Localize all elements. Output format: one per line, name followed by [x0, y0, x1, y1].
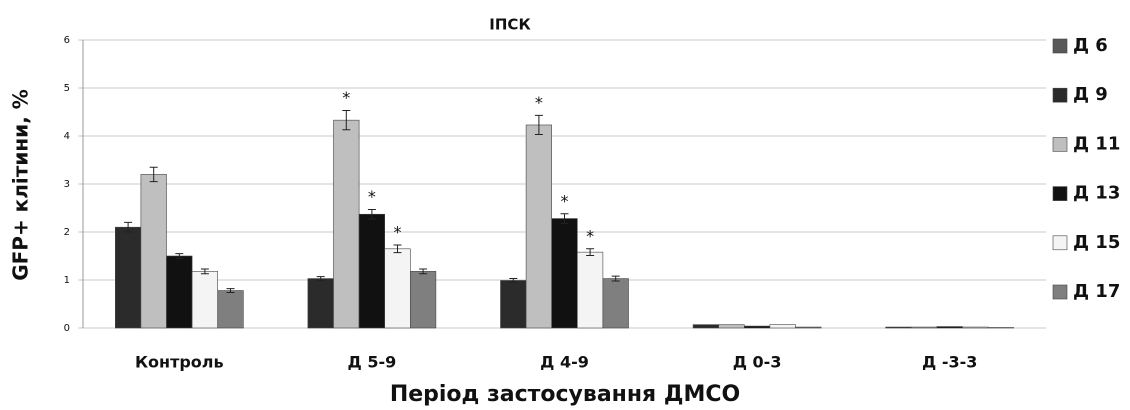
bar: [718, 324, 745, 329]
y-tick-label: 0: [64, 323, 70, 334]
significance-marker: *: [586, 226, 594, 245]
bar: [166, 255, 193, 329]
error-bar: [393, 244, 402, 254]
x-tick-label: Д 5-9: [348, 353, 397, 372]
bar: [962, 326, 989, 329]
x-tick-label: Д 4-9: [540, 353, 589, 372]
bar: [910, 326, 938, 329]
bar: [769, 324, 796, 329]
y-tick-label: 4: [64, 131, 70, 142]
bar: [358, 213, 386, 329]
significance-marker: *: [342, 88, 350, 107]
y-tick-label: 1: [64, 275, 70, 286]
error-bar: [124, 221, 133, 233]
bar: [602, 278, 629, 329]
error-bar: [200, 268, 209, 275]
bar: [743, 325, 771, 329]
legend-swatch: [1052, 87, 1068, 103]
x-tick-label: Контроль: [135, 353, 224, 372]
error-bar: [586, 248, 595, 257]
legend-label: Д 15: [1073, 232, 1120, 253]
bar: [551, 218, 578, 329]
x-axis-title: Період застосування ДМСО: [390, 382, 740, 407]
error-bar: [342, 110, 351, 131]
y-tick-label: 2: [64, 227, 70, 238]
bar: [885, 326, 912, 329]
error-bar: [226, 288, 235, 293]
bar: [936, 326, 963, 329]
bar: [307, 278, 334, 329]
bar: [384, 248, 411, 329]
significance-marker: *: [561, 191, 569, 210]
x-tick-label: Д -3-3: [922, 353, 977, 372]
significance-marker: *: [368, 187, 376, 206]
y-tick-label: 5: [64, 83, 70, 94]
y-tick-label: 6: [64, 35, 70, 46]
bar: [140, 174, 167, 329]
bar: [409, 271, 437, 329]
legend-swatch: [1052, 137, 1068, 152]
legend-label: Д 11: [1073, 133, 1120, 154]
chart-title: ІПСК: [489, 16, 531, 34]
x-tick-label: Д 0-3: [733, 353, 782, 372]
error-bar: [509, 278, 518, 283]
y-axis-title: GFP+ клітини, %: [9, 89, 33, 281]
bar: [576, 251, 604, 329]
legend-swatch: [1052, 186, 1068, 201]
error-bar: [534, 114, 543, 136]
bar: [795, 326, 822, 329]
error-bar: [367, 208, 376, 220]
significance-marker: *: [535, 93, 543, 112]
legend-label: Д 13: [1073, 183, 1120, 204]
bar: [525, 124, 552, 329]
bar: [692, 324, 719, 329]
significance-marker: *: [394, 222, 402, 241]
error-bar: [419, 268, 428, 275]
y-tick-label: 3: [64, 179, 70, 190]
bar: [217, 290, 244, 329]
legend-swatch: [1052, 284, 1068, 300]
legend-swatch: [1052, 235, 1068, 251]
bar: [333, 119, 360, 329]
error-bar: [316, 276, 325, 281]
bar: [500, 280, 527, 329]
bar: [191, 271, 219, 329]
legend-swatch: [1052, 38, 1068, 54]
error-bar: [560, 213, 569, 224]
legend-label: Д 17: [1073, 281, 1120, 302]
error-bar: [149, 166, 158, 183]
error-bar: [611, 275, 620, 282]
legend-label: Д 6: [1073, 35, 1108, 56]
bar: [115, 226, 142, 329]
legend-label: Д 9: [1073, 84, 1108, 105]
error-bar: [175, 253, 184, 259]
